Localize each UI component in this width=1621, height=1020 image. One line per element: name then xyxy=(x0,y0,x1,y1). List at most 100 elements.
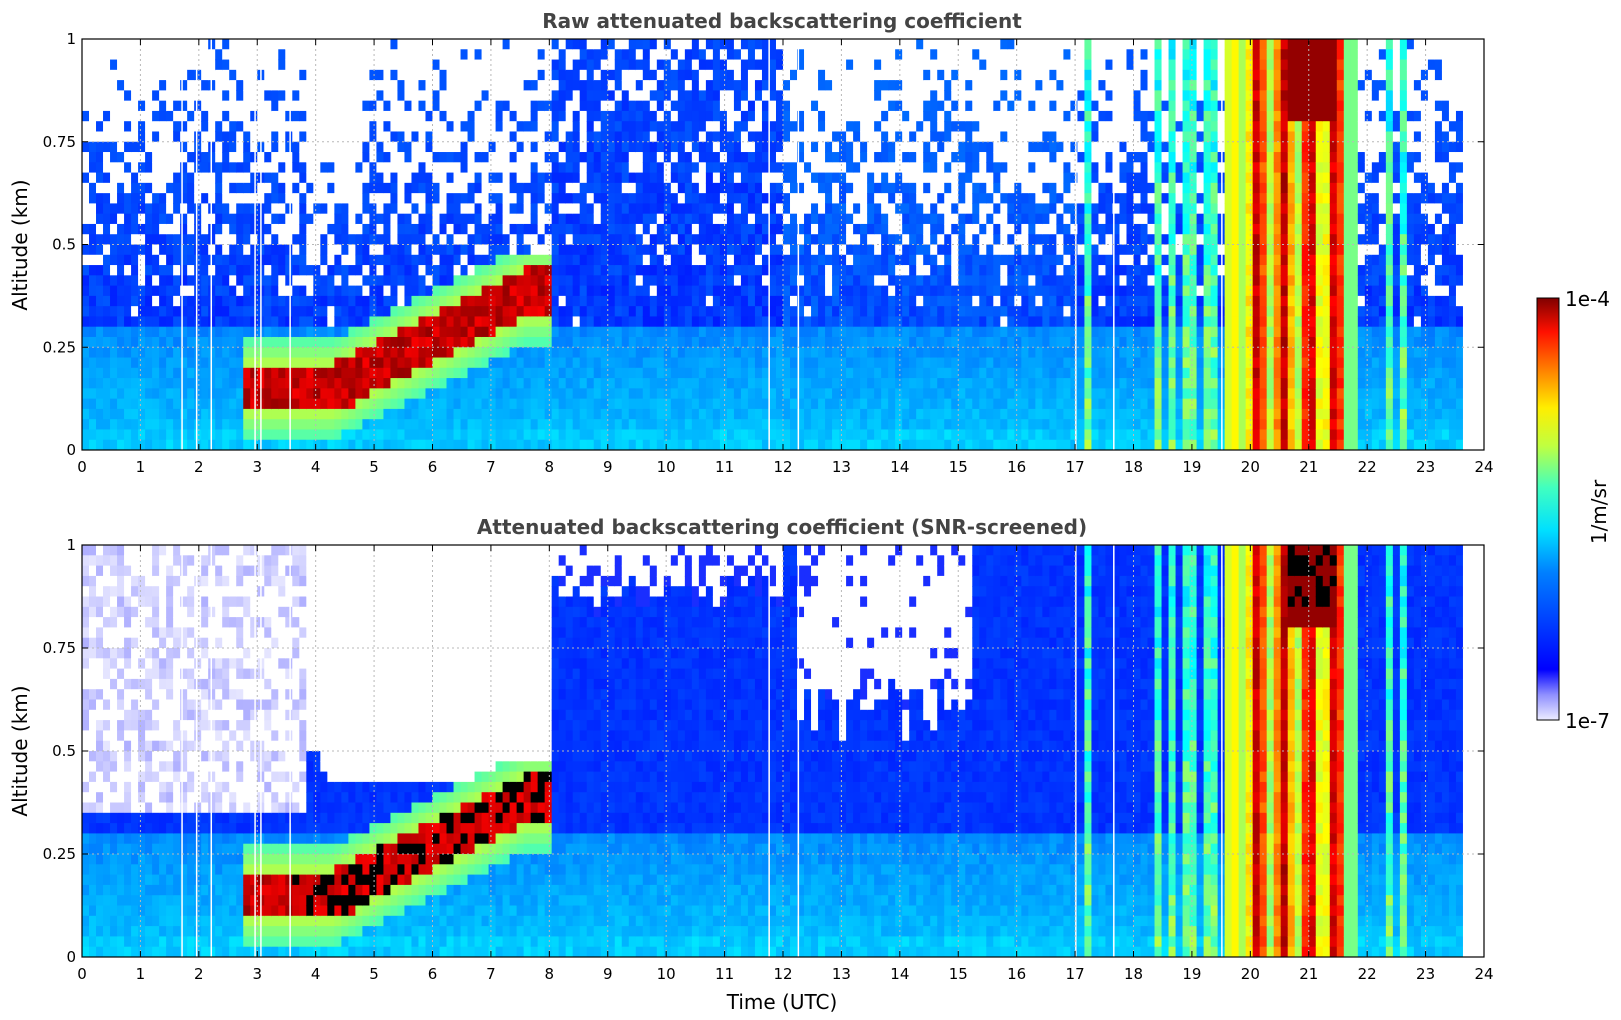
heatmap-cell xyxy=(544,285,553,297)
heatmap-cell xyxy=(488,439,497,450)
heatmap-cell xyxy=(348,69,356,81)
heatmap-cell xyxy=(783,336,791,348)
heatmap-cell xyxy=(740,265,749,276)
heatmap-cell xyxy=(341,275,349,287)
heatmap-cell xyxy=(691,213,700,225)
heatmap-cell xyxy=(670,152,679,163)
heatmap-cell xyxy=(530,152,539,163)
heatmap-cell xyxy=(628,285,637,297)
heatmap-cell xyxy=(145,121,153,133)
heatmap-cell xyxy=(579,388,588,400)
heatmap-cell xyxy=(537,306,546,318)
heatmap-cell xyxy=(320,357,328,369)
heatmap-cell xyxy=(348,172,356,184)
heatmap-cell xyxy=(383,39,392,50)
heatmap-cell xyxy=(131,265,139,276)
heatmap-cell xyxy=(89,110,97,122)
heatmap-cell xyxy=(600,254,609,266)
heatmap-cell xyxy=(159,378,167,389)
heatmap-cell xyxy=(944,80,952,91)
heatmap-cell xyxy=(502,439,511,450)
heatmap-cell xyxy=(705,90,714,102)
heatmap-cell xyxy=(797,347,805,359)
heatmap-cell xyxy=(411,398,420,410)
heatmap-cell xyxy=(327,131,335,143)
heatmap-cell xyxy=(446,162,455,174)
heatmap-cell xyxy=(951,69,959,81)
heatmap-cell xyxy=(705,59,714,71)
heatmap-cell xyxy=(853,49,861,61)
heatmap-cell xyxy=(635,398,644,410)
heatmap-cell xyxy=(761,295,770,307)
heatmap-cell xyxy=(712,429,721,441)
heatmap-cell xyxy=(82,80,90,91)
heatmap-cell xyxy=(383,347,392,359)
heatmap-cell xyxy=(313,316,321,328)
heatmap-cell xyxy=(439,49,448,61)
heatmap-cell xyxy=(811,316,819,328)
heatmap-cell xyxy=(180,100,188,112)
heatmap-cell xyxy=(299,357,307,369)
heatmap-cell xyxy=(131,80,139,91)
heatmap-cell xyxy=(495,419,504,431)
heatmap-cell xyxy=(635,90,644,102)
heatmap-cell xyxy=(495,295,504,307)
heatmap-cell xyxy=(236,429,244,441)
heatmap-cell xyxy=(888,244,896,256)
heatmap-cell xyxy=(348,193,356,205)
heatmap-cell xyxy=(530,121,539,133)
heatmap-cell xyxy=(194,213,202,225)
heatmap-cell xyxy=(110,141,118,153)
heatmap-cell xyxy=(888,429,896,441)
heatmap-cell xyxy=(215,49,223,61)
heatmap-cell xyxy=(600,90,609,102)
heatmap-cell xyxy=(481,172,490,184)
heatmap-cell xyxy=(453,90,462,102)
heatmap-cell xyxy=(705,265,714,276)
heatmap-cell xyxy=(649,367,658,379)
heatmap-cell xyxy=(944,39,952,50)
heatmap-cell xyxy=(888,275,896,287)
heatmap-cell xyxy=(418,203,427,215)
heatmap-cell xyxy=(951,59,959,71)
heatmap-cell xyxy=(229,172,237,184)
heatmap-cell xyxy=(902,39,910,50)
heatmap-cell xyxy=(768,121,777,133)
heatmap-cell xyxy=(768,162,777,174)
heatmap-cell xyxy=(243,244,251,256)
heatmap-cell xyxy=(152,408,160,420)
heatmap-cell xyxy=(243,275,251,287)
heatmap-cell xyxy=(656,49,665,61)
heatmap-cell xyxy=(670,295,679,307)
heatmap-cell xyxy=(474,388,483,400)
heatmap-cell xyxy=(895,398,903,410)
heatmap-cell xyxy=(923,80,931,91)
heatmap-cell xyxy=(166,388,174,400)
heatmap-cell xyxy=(229,347,237,359)
heatmap-cell xyxy=(187,244,195,256)
heatmap-cell xyxy=(895,110,903,122)
heatmap-cell xyxy=(180,439,188,450)
heatmap-cell xyxy=(768,59,777,71)
heatmap-cell xyxy=(818,152,826,163)
heatmap-cell xyxy=(243,254,251,266)
heatmap-cell xyxy=(152,357,160,369)
heatmap-cell xyxy=(551,131,560,143)
heatmap-cell xyxy=(846,110,854,122)
heatmap-cell xyxy=(180,49,188,61)
heatmap-cell xyxy=(783,388,791,400)
heatmap-cell xyxy=(649,265,658,276)
heatmap-cell xyxy=(691,223,700,235)
heatmap-cell xyxy=(635,265,644,276)
heatmap-cell xyxy=(117,326,125,338)
heatmap-cell xyxy=(481,100,490,112)
heatmap-cell xyxy=(614,234,623,246)
heatmap-cell xyxy=(376,357,385,369)
heatmap-cell xyxy=(229,162,237,174)
heatmap-cell xyxy=(572,378,581,389)
heatmap-cell xyxy=(790,193,798,205)
heatmap-cell xyxy=(495,223,504,235)
heatmap-cell xyxy=(790,121,798,133)
heatmap-cell xyxy=(320,90,328,102)
heatmap-cell xyxy=(775,357,784,369)
